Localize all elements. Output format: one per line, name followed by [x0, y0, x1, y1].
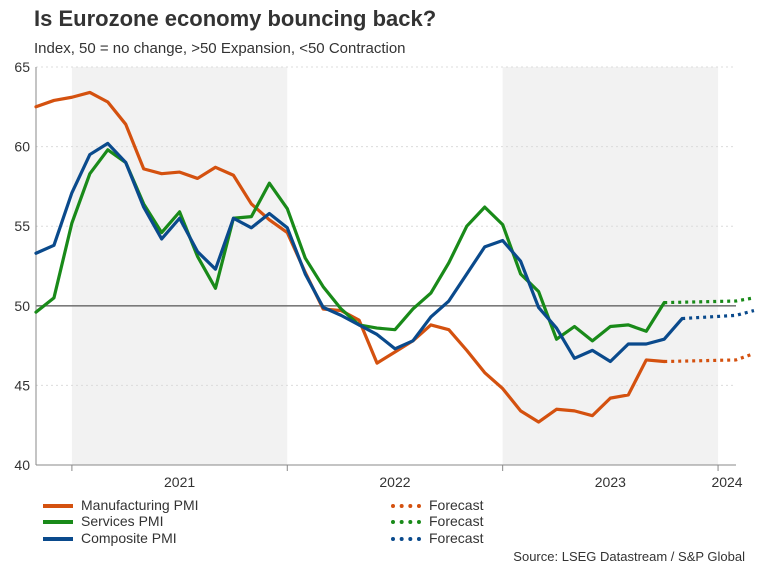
legend-label: Composite PMI: [81, 530, 177, 546]
series-line-composite: [34, 141, 684, 364]
y-tick-label-50: 50: [14, 298, 30, 314]
legend-swatch: [391, 504, 421, 508]
x-axis: 2021 2022 2023 2024: [35, 67, 743, 490]
y-tick-label-65: 65: [14, 59, 30, 75]
legend-swatch: [391, 520, 421, 524]
legend-label: Services PMI: [81, 513, 164, 529]
legend-swatch: [391, 537, 421, 541]
legend-swatch: [43, 537, 73, 541]
y-tick-label-60: 60: [14, 139, 30, 155]
legend-swatch: [43, 504, 73, 508]
page-subtitle: Index, 50 = no change, >50 Expansion, <5…: [34, 40, 406, 57]
y-tick-label-45: 45: [14, 377, 30, 393]
legend-swatch: [43, 520, 73, 524]
x-tick-label-2021: 2021: [164, 474, 195, 490]
legend-label: Forecast: [429, 513, 484, 529]
legend-label: Forecast: [429, 497, 484, 513]
year-shading: [71, 67, 719, 465]
forecast-line-manufacturing: [664, 352, 755, 364]
y-axis-tick-labels: 40 45 50 55 60 65: [14, 59, 30, 473]
source-note: Source: LSEG Datastream / S&P Global: [513, 549, 745, 564]
forecast-line-services: [664, 296, 755, 305]
page-title: Is Eurozone economy bouncing back?: [34, 6, 437, 31]
x-tick-label-2024: 2024: [711, 474, 742, 490]
legend-label: Forecast: [429, 530, 484, 546]
x-tick-label-2023: 2023: [595, 474, 626, 490]
series-lines: [34, 90, 755, 424]
x-tick-label-2022: 2022: [379, 474, 410, 490]
y-tick-label-55: 55: [14, 218, 30, 234]
legend-label: Manufacturing PMI: [81, 497, 199, 513]
shade-2021: [71, 67, 288, 465]
y-tick-label-40: 40: [14, 457, 30, 473]
